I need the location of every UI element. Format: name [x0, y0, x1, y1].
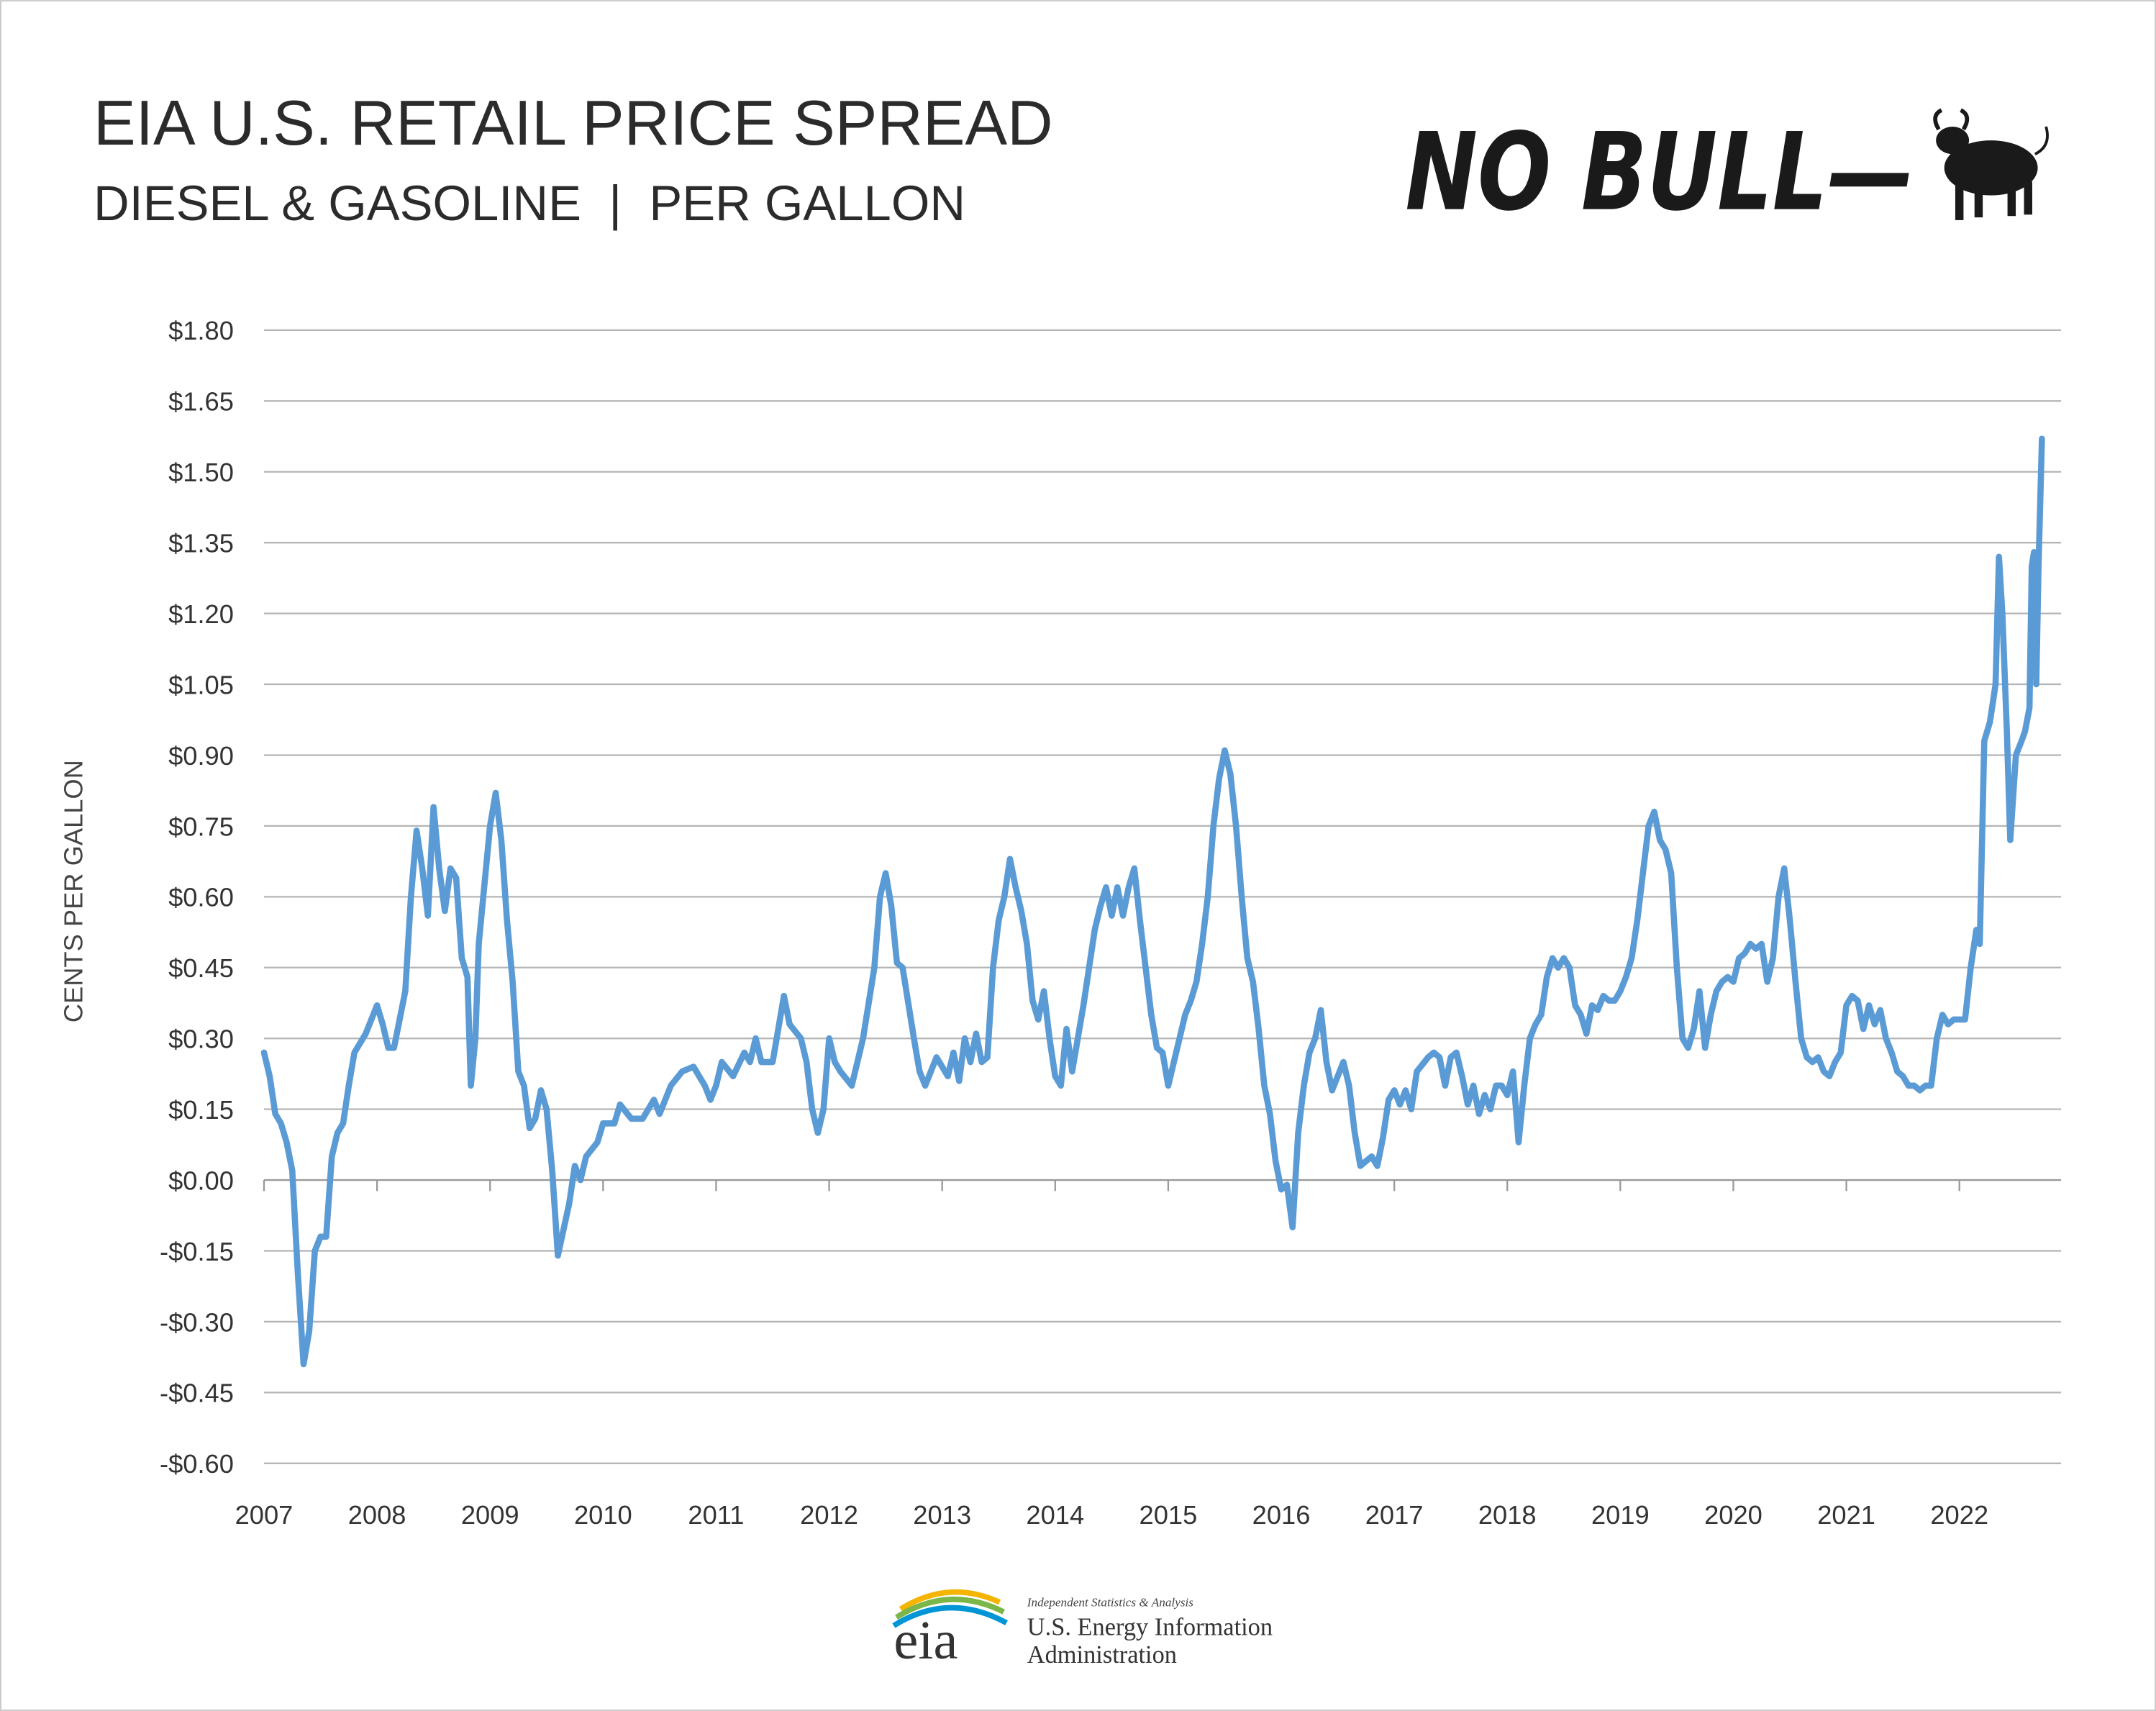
footer-name: U.S. Energy Information	[1027, 1614, 1273, 1641]
x-tick-label: 2015	[1140, 1500, 1198, 1530]
x-tick-label: 2021	[1817, 1500, 1875, 1530]
x-tick-label: 2016	[1252, 1500, 1311, 1530]
brand-logo: NO BULL—	[1405, 111, 1914, 235]
logo-arc	[892, 1605, 1008, 1628]
y-tick-label: $0.90	[168, 741, 234, 771]
x-tick-label: 2011	[688, 1500, 744, 1530]
y-tick-label: $1.35	[168, 529, 234, 558]
chart-subtitle: DIESEL & GASOLINE | PER GALLON	[94, 176, 965, 231]
y-tick-label: $1.65	[168, 387, 234, 417]
chart-title: EIA U.S. RETAIL PRICE SPREAD	[94, 87, 1053, 158]
y-tick-label: $1.05	[168, 670, 234, 699]
y-tick-label: -$0.30	[160, 1307, 234, 1337]
data-line	[260, 435, 2045, 1368]
y-tick-label: -$0.45	[160, 1379, 234, 1408]
y-tick-label: -$0.15	[160, 1237, 234, 1266]
x-tick-label: 2019	[1591, 1500, 1650, 1530]
logo-arc	[895, 1597, 1005, 1620]
x-tick-label: 2012	[800, 1500, 858, 1530]
y-tick-label: $1.80	[168, 316, 234, 345]
y-tick-label: $1.20	[168, 599, 234, 629]
y-axis-label: CENTS PER GALLON	[59, 760, 88, 1022]
footer-logo: eia Independent Statistics & Analysis U.…	[892, 1589, 1273, 1671]
y-tick-label: $0.00	[168, 1166, 234, 1195]
bull-icon	[1933, 108, 2049, 220]
x-tick-label: 2017	[1365, 1500, 1424, 1530]
x-tick-label: 2009	[461, 1500, 519, 1530]
footer-logo-text: eia	[893, 1610, 958, 1671]
x-tick-label: 2014	[1026, 1500, 1084, 1530]
y-tick-label: $0.15	[168, 1095, 234, 1125]
y-tick-label: $1.50	[168, 458, 234, 487]
y-tick-label: $0.60	[168, 883, 234, 912]
x-tick-label: 2008	[348, 1500, 406, 1530]
logo-arc	[899, 1589, 1001, 1612]
x-tick-label: 2018	[1478, 1500, 1537, 1530]
y-tick-label: $0.75	[168, 812, 234, 841]
x-tick-label: 2010	[574, 1500, 632, 1530]
x-tick-label: 2007	[235, 1500, 294, 1530]
footer-tagline: Independent Statistics & Analysis	[1027, 1596, 1194, 1610]
x-tick-label: 2022	[1930, 1500, 1988, 1530]
y-tick-label: $0.45	[168, 953, 234, 983]
footer-name: Administration	[1027, 1641, 1177, 1669]
x-tick-label: 2020	[1704, 1500, 1762, 1530]
x-tick-label: 2013	[913, 1500, 971, 1530]
y-tick-label: -$0.60	[160, 1449, 234, 1479]
y-tick-label: $0.30	[168, 1025, 234, 1054]
